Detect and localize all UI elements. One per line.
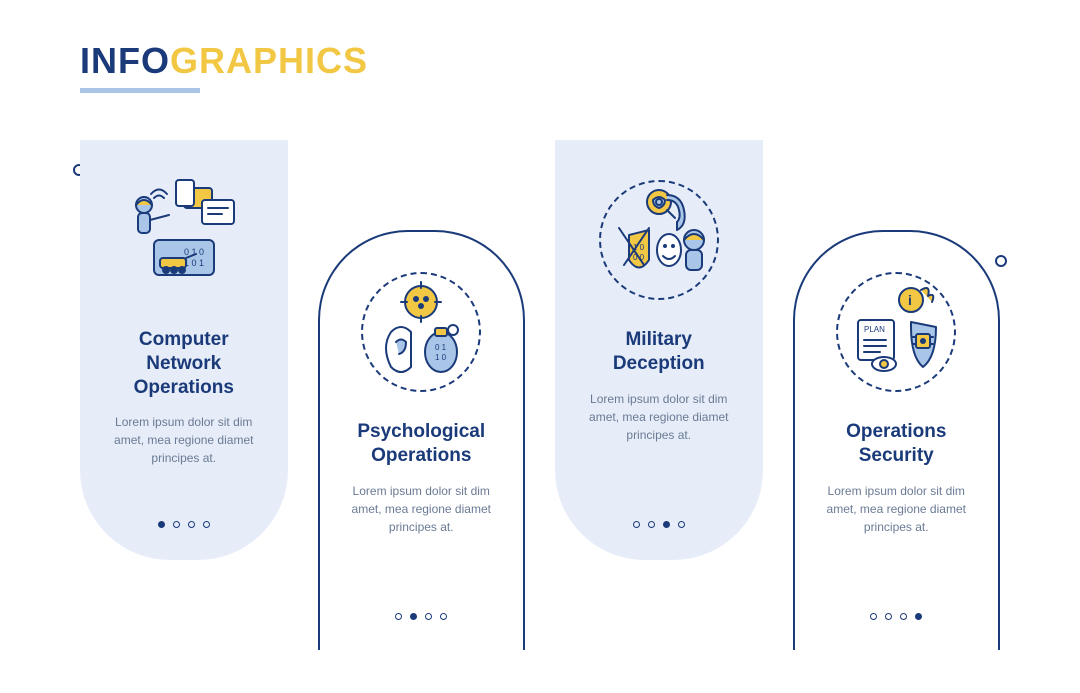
card-body: Lorem ipsum dolor sit dim amet, mea regi… [815, 482, 979, 536]
card-dots [633, 521, 685, 528]
dot [203, 521, 210, 528]
card-title: Computer Network Operations [134, 328, 234, 399]
dashed-circle [836, 272, 956, 392]
dot [900, 613, 907, 620]
card-military-deception: 1 0 0 0 [555, 140, 763, 650]
dot [633, 521, 640, 528]
card-dots [870, 613, 922, 620]
dashed-circle [599, 180, 719, 300]
card-body: Lorem ipsum dolor sit dim amet, mea regi… [577, 390, 741, 444]
card-pill: 1 0 0 0 [555, 140, 763, 560]
page-title: INFOGRAPHICS [80, 40, 368, 82]
dot [648, 521, 655, 528]
card-body: Lorem ipsum dolor sit dim amet, mea regi… [340, 482, 504, 536]
psych-ops-icon: 0 1 1 0 [351, 262, 491, 402]
card-operations-security: i PLAN [793, 230, 1001, 650]
card-dots [395, 613, 447, 620]
card-title: Military Deception [613, 328, 705, 376]
dot [188, 521, 195, 528]
dot [158, 521, 165, 528]
card-title: Operations Security [846, 420, 946, 468]
title-underline [80, 88, 200, 93]
network-ops-icon: 0 1 0 1 0 1 [114, 170, 254, 310]
dot [678, 521, 685, 528]
card-pill: i PLAN [793, 230, 1001, 650]
dot [395, 613, 402, 620]
cards-row: 0 1 0 1 0 1 Computer Network Operations … [80, 140, 1000, 650]
deception-icon: 1 0 0 0 [589, 170, 729, 310]
card-body: Lorem ipsum dolor sit dim amet, mea regi… [102, 413, 266, 467]
title-part-2: GRAPHICS [170, 40, 368, 81]
card-pill: 0 1 0 1 0 1 Computer Network Operations … [80, 140, 288, 560]
dot [663, 521, 670, 528]
card-dots [158, 521, 210, 528]
dashed-circle [361, 272, 481, 392]
dot [440, 613, 447, 620]
dot [425, 613, 432, 620]
page-header: INFOGRAPHICS [80, 40, 368, 93]
dot [870, 613, 877, 620]
card-title: Psychological Operations [357, 420, 485, 468]
title-part-1: INFO [80, 40, 170, 81]
dot [410, 613, 417, 620]
dot [173, 521, 180, 528]
dot [915, 613, 922, 620]
dot [885, 613, 892, 620]
opsec-icon: i PLAN [826, 262, 966, 402]
card-computer-network: 0 1 0 1 0 1 Computer Network Operations … [80, 140, 288, 650]
svg-text:1 0 1: 1 0 1 [184, 258, 204, 268]
card-pill: 0 1 1 0 Psychological Operations Lorem i… [318, 230, 526, 650]
card-psychological: 0 1 1 0 Psychological Operations Lorem i… [318, 230, 526, 650]
